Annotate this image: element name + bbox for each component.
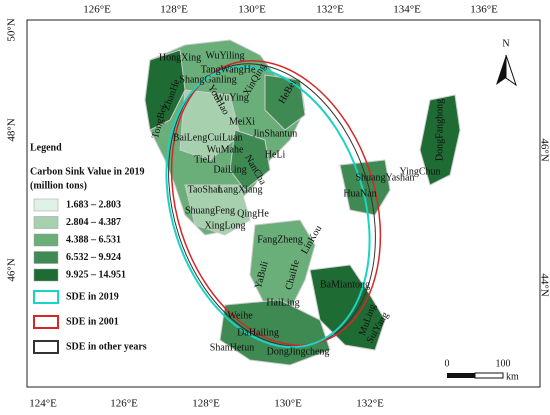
top-label: 130°E — [238, 4, 266, 16]
bottom-label: 124°E — [29, 398, 57, 410]
place-label: DaiLing — [213, 164, 246, 175]
region — [144, 49, 186, 131]
place-label: LangXiang — [218, 184, 263, 195]
place-label: XingLong — [204, 220, 245, 231]
arrow-half — [505, 54, 517, 87]
bottom-label: 128°E — [192, 398, 220, 410]
right-label: 44°N — [538, 273, 550, 296]
scale-bar — [447, 372, 504, 379]
scale-seg — [447, 373, 475, 378]
place-label: MeiXi — [229, 116, 255, 127]
top-label: 128°E — [160, 4, 188, 16]
region — [184, 184, 251, 236]
legend-sde-box — [33, 340, 59, 354]
place-label: QingHe — [237, 208, 269, 219]
place-label: TieLi — [194, 154, 216, 165]
north-arrow — [496, 54, 517, 87]
place-label: BaMiantong — [320, 279, 370, 290]
place-label: TangWangHe — [201, 64, 256, 75]
region — [264, 74, 306, 131]
region — [309, 264, 386, 351]
place-label: TaoShan — [188, 184, 223, 195]
legend-subtitle: (million tons) — [30, 180, 87, 191]
left-label: 48°N — [6, 118, 18, 141]
place-label: ShanHetun — [210, 342, 254, 353]
place-label: ShangGanling — [179, 74, 236, 85]
legend-subtitle: Carbon Sink Value in 2019 — [30, 166, 145, 177]
sde-2001 — [170, 60, 382, 346]
place-label: Weihe — [227, 310, 253, 321]
north-label: N — [502, 38, 509, 49]
place-label: ShuangYashan — [356, 172, 415, 183]
place-label: HongXing — [159, 52, 201, 63]
place-label: DongFanghong — [434, 99, 445, 161]
place-label: CuiLuan — [208, 132, 243, 143]
legend-label: 6.532 – 9.924 — [66, 252, 121, 263]
bottom-label: 132°E — [356, 398, 384, 410]
sde-ellipses — [165, 60, 382, 349]
place-label: HeLi — [265, 149, 286, 160]
scale-seg — [474, 372, 504, 379]
place-label: WuYing — [215, 92, 249, 103]
legend-sde-box — [33, 315, 59, 329]
region — [419, 94, 461, 186]
bottom-label: 126°E — [110, 398, 138, 410]
scale-end: 100 — [496, 358, 511, 369]
place-label: DongJingcheng — [267, 346, 330, 357]
place-label: JinShantun — [253, 128, 297, 139]
region — [179, 89, 241, 161]
place-label: DaHailing — [237, 327, 279, 338]
bottom-label: 130°E — [274, 398, 302, 410]
legend-label: 2.804 – 4.387 — [66, 217, 121, 228]
place-label: HuaNan — [343, 188, 376, 199]
top-label: 136°E — [470, 4, 498, 16]
legend-swatch — [33, 233, 59, 247]
place-label: FangZheng — [257, 234, 303, 245]
legend-label: SDE in other years — [66, 341, 147, 352]
place-label: WuMahe — [207, 144, 244, 155]
scale-start: 0 — [445, 358, 450, 369]
top-label: 132°E — [316, 4, 344, 16]
place-label: ShuangFeng — [185, 205, 235, 216]
left-label: 46°N — [6, 258, 18, 281]
legend-swatch — [33, 268, 59, 282]
arrow-half — [496, 55, 506, 85]
place-label: HaiLing — [266, 297, 299, 308]
legend-swatch — [33, 198, 59, 212]
regions — [144, 39, 461, 366]
region — [229, 129, 271, 191]
place-label: WuYiling — [205, 50, 244, 61]
legend-label: 9.925 – 14.951 — [66, 269, 126, 280]
legend-label: 1.683 – 2.803 — [66, 199, 121, 210]
place-label: YingChun — [399, 166, 440, 177]
legend-label: SDE in 2019 — [66, 291, 119, 302]
sde-2019 — [165, 65, 371, 349]
left-label: 50°N — [6, 18, 18, 41]
right-label: 46°N — [538, 138, 550, 161]
top-label: 126°E — [83, 4, 111, 16]
legend-swatch — [33, 216, 59, 229]
region — [249, 219, 316, 311]
top-label: 134°E — [393, 4, 421, 16]
place-label: BaiLeng — [173, 132, 207, 143]
legend-label: 4.388 – 6.531 — [66, 234, 121, 245]
legend-swatch — [33, 251, 59, 264]
legend-title: Legend — [30, 142, 62, 153]
legend-label: SDE in 2001 — [66, 316, 119, 327]
scale-unit: km — [506, 371, 519, 382]
legend-sde-box — [33, 290, 59, 304]
region — [219, 299, 331, 366]
